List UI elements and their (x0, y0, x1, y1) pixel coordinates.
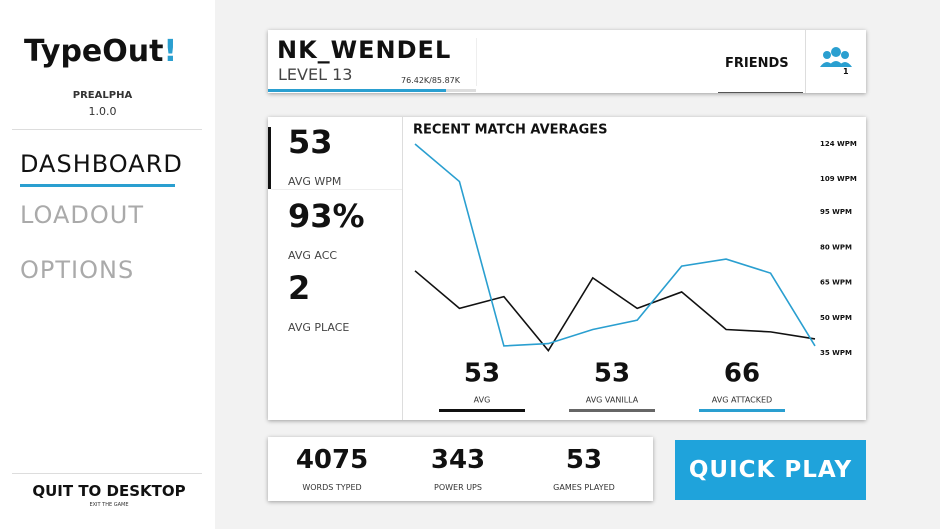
chart-title: RECENT MATCH AVERAGES (413, 123, 608, 138)
summary-underline (569, 409, 655, 412)
series-line (414, 270, 816, 353)
summary-label: AVG ATTACKED (712, 396, 772, 405)
divider (12, 473, 202, 474)
series-line (414, 143, 816, 347)
friends-count: 1 (843, 67, 849, 76)
divider (12, 129, 202, 130)
player-name: NK_WENDEL (277, 36, 452, 64)
logo-mark: ! (163, 34, 178, 69)
total-label: GAMES PLAYED (553, 483, 615, 492)
chart: RECENT MATCH AVERAGES 124 WPM 109 WPM 95 W… (413, 123, 857, 412)
version: 1.0.0 (88, 105, 117, 118)
sidebar: TypeOut! PREALPHA 1.0.0 DASHBOARD LOADOU… (0, 0, 215, 529)
nav-underline (20, 184, 175, 187)
divider (402, 117, 403, 420)
nav-item[interactable]: OPTIONS (20, 256, 135, 284)
player-level: LEVEL 13 (278, 65, 353, 84)
friends-button[interactable]: FRIENDS (725, 56, 789, 71)
stat-label: AVG ACC (288, 249, 338, 262)
summary-value: 66 (724, 359, 760, 389)
y-tick-label: 80 WPM (820, 243, 852, 251)
y-tick-label: 95 WPM (820, 208, 852, 216)
nav-item[interactable]: DASHBOARD (20, 150, 183, 178)
y-tick-label: 65 WPM (820, 279, 852, 287)
quick-play-button[interactable]: QUICK PLAY (675, 440, 866, 500)
stat-value: 93% (288, 197, 365, 235)
summary-underline (439, 409, 525, 412)
y-tick-label: 35 WPM (820, 349, 852, 357)
quit-button[interactable]: QUIT TO DESKTOP (32, 482, 186, 500)
y-tick-label: 50 WPM (820, 314, 852, 322)
logo: TypeOut! (24, 34, 177, 69)
stats-card: 53 AVG WPM 93% AVG ACC 2 AVG PLACE RECENT MAT… (268, 117, 866, 420)
xp-text: 76.42K/85.87K (401, 76, 460, 85)
summary-value: 53 (594, 359, 630, 389)
stat-value: 2 (288, 269, 311, 307)
y-tick-label: 109 WPM (820, 175, 857, 183)
total-value: 343 (430, 445, 486, 475)
xp-fill (268, 89, 446, 92)
friends-icon[interactable]: 1 (805, 30, 867, 93)
total-value: 4075 (295, 445, 369, 475)
totals-card: 4075 WORDS TYPED 343 POWER UPS 53 GAMES PLAYE… (268, 437, 653, 501)
total-value: 53 (565, 445, 603, 475)
logo-text: TypeOut (24, 34, 164, 69)
summary-underline (699, 409, 785, 412)
divider (476, 38, 477, 86)
stat-marker (268, 127, 271, 189)
friends-underline (718, 92, 803, 93)
nav-item[interactable]: LOADOUT (20, 201, 144, 229)
stat-label: AVG PLACE (288, 321, 350, 334)
total-label: POWER UPS (434, 483, 482, 492)
quit-sub: EXIT THE GAME (89, 502, 129, 508)
build: PREALPHA (72, 90, 133, 101)
stat-value: 53 (288, 123, 333, 161)
summary-value: 53 (464, 359, 500, 389)
divider (271, 189, 402, 190)
summary-label: AVG VANILLA (586, 396, 639, 405)
total-label: WORDS TYPED (302, 483, 362, 492)
stat-label: AVG WPM (288, 175, 342, 188)
summary-label: AVG (474, 396, 491, 405)
friends-glyph (820, 47, 852, 67)
profile-card: NK_WENDEL LEVEL 13 76.42K/85.87K FRIENDS… (268, 30, 866, 93)
y-tick-label: 124 WPM (820, 140, 857, 148)
